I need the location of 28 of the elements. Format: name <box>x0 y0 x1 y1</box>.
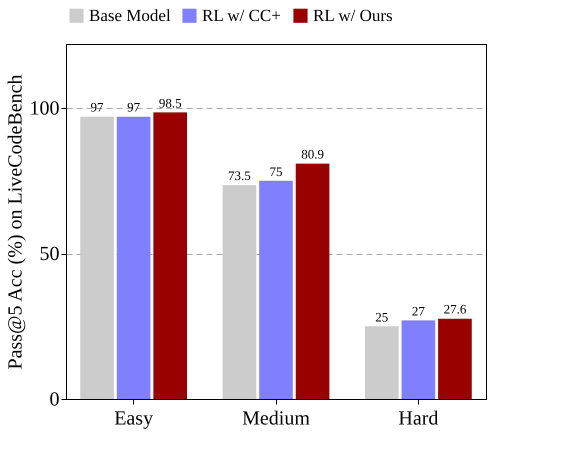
y-tick-label: 50 <box>40 243 60 266</box>
data-label: 98.5 <box>158 95 182 110</box>
data-label: 97 <box>127 100 141 115</box>
y-tick-label: 100 <box>30 98 60 120</box>
bar <box>296 164 330 399</box>
y-axis-title: Pass@5 Acc (%) on LiveCodeBench <box>4 74 26 370</box>
bar <box>364 326 399 399</box>
data-label: 97 <box>90 100 104 115</box>
bar <box>259 180 293 399</box>
bar <box>116 116 150 399</box>
data-label: 73.5 <box>228 168 251 184</box>
data-label: 25 <box>375 309 388 324</box>
bar <box>80 116 114 399</box>
bar <box>438 318 472 399</box>
bar <box>153 112 188 399</box>
bar <box>402 320 436 399</box>
data-label: 75 <box>270 164 282 179</box>
x-tick-label: Hard <box>398 408 438 430</box>
data-label: 27.6 <box>444 302 467 317</box>
legend-label: RL w/ Ours <box>313 6 393 25</box>
legend-label: Base Model <box>89 6 171 25</box>
data-label: 80.9 <box>301 146 324 162</box>
x-tick-label: Easy <box>114 408 154 430</box>
y-tick-label: 0 <box>50 388 60 410</box>
data-label: 27 <box>412 303 426 318</box>
legend-label: RL w/ CC+ <box>202 6 281 25</box>
bar <box>222 185 256 399</box>
x-tick-label: Medium <box>242 408 310 430</box>
